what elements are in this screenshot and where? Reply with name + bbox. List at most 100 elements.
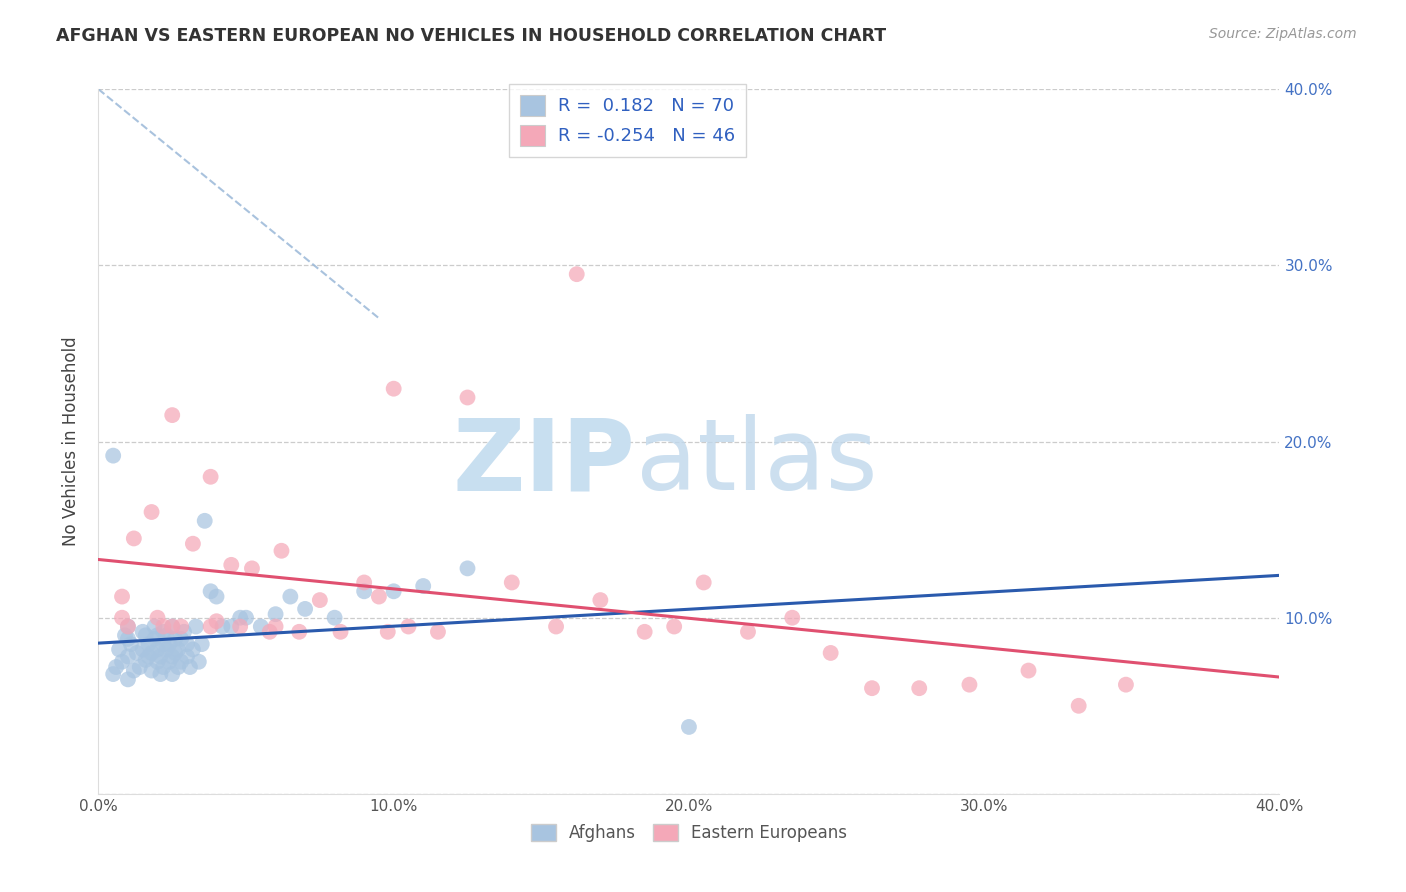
Text: ZIP: ZIP bbox=[453, 414, 636, 511]
Point bbox=[221, 558, 243, 572]
Point bbox=[693, 575, 716, 590]
Point bbox=[329, 624, 352, 639]
Point bbox=[146, 610, 169, 624]
Point bbox=[288, 624, 311, 639]
Point bbox=[135, 653, 157, 667]
Point bbox=[143, 632, 166, 646]
Point bbox=[229, 610, 252, 624]
Point bbox=[117, 632, 139, 646]
Point bbox=[125, 646, 148, 660]
Text: AFGHAN VS EASTERN EUROPEAN NO VEHICLES IN HOUSEHOLD CORRELATION CHART: AFGHAN VS EASTERN EUROPEAN NO VEHICLES I… bbox=[56, 27, 886, 45]
Point bbox=[141, 646, 163, 660]
Point bbox=[155, 628, 177, 642]
Point bbox=[157, 655, 180, 669]
Point bbox=[152, 624, 174, 639]
Point bbox=[179, 660, 201, 674]
Point bbox=[184, 619, 207, 633]
Point bbox=[152, 637, 174, 651]
Point bbox=[191, 637, 214, 651]
Point bbox=[132, 642, 155, 657]
Point bbox=[170, 632, 193, 646]
Point bbox=[162, 667, 183, 681]
Point bbox=[194, 514, 217, 528]
Point bbox=[117, 619, 139, 633]
Point bbox=[152, 660, 174, 674]
Point bbox=[264, 619, 287, 633]
Point bbox=[270, 543, 292, 558]
Point bbox=[146, 628, 169, 642]
Point bbox=[200, 584, 222, 599]
Point bbox=[181, 537, 204, 551]
Point bbox=[181, 642, 204, 657]
Point bbox=[162, 649, 183, 664]
Point bbox=[138, 649, 160, 664]
Point bbox=[187, 655, 209, 669]
Point bbox=[398, 619, 420, 633]
Point bbox=[141, 505, 163, 519]
Point bbox=[908, 681, 931, 696]
Point bbox=[678, 720, 700, 734]
Point bbox=[165, 632, 187, 646]
Point bbox=[221, 619, 243, 633]
Point bbox=[323, 610, 346, 624]
Point bbox=[501, 575, 523, 590]
Point bbox=[412, 579, 434, 593]
Point bbox=[229, 619, 252, 633]
Point bbox=[122, 532, 145, 546]
Point bbox=[132, 624, 155, 639]
Point bbox=[294, 602, 316, 616]
Point bbox=[141, 664, 163, 678]
Point bbox=[353, 575, 375, 590]
Point bbox=[128, 660, 150, 674]
Point bbox=[138, 637, 160, 651]
Point bbox=[117, 619, 139, 633]
Point bbox=[200, 469, 222, 483]
Point bbox=[135, 628, 157, 642]
Point bbox=[162, 619, 183, 633]
Point bbox=[368, 590, 391, 604]
Point bbox=[205, 614, 228, 628]
Point bbox=[1018, 664, 1040, 678]
Text: atlas: atlas bbox=[636, 414, 877, 511]
Point bbox=[235, 610, 257, 624]
Point bbox=[565, 267, 588, 281]
Legend: Afghans, Eastern Europeans: Afghans, Eastern Europeans bbox=[524, 817, 853, 849]
Point bbox=[111, 590, 134, 604]
Point bbox=[157, 637, 180, 651]
Point bbox=[167, 642, 190, 657]
Point bbox=[162, 619, 183, 633]
Point bbox=[546, 619, 568, 633]
Point bbox=[149, 649, 172, 664]
Point bbox=[111, 655, 134, 669]
Point bbox=[122, 664, 145, 678]
Point bbox=[959, 678, 981, 692]
Point bbox=[382, 584, 405, 599]
Text: Source: ZipAtlas.com: Source: ZipAtlas.com bbox=[1209, 27, 1357, 41]
Point bbox=[860, 681, 883, 696]
Point bbox=[146, 642, 169, 657]
Point bbox=[589, 593, 612, 607]
Point bbox=[170, 655, 193, 669]
Point bbox=[108, 642, 131, 657]
Point bbox=[427, 624, 450, 639]
Point bbox=[114, 628, 136, 642]
Point bbox=[170, 619, 193, 633]
Point bbox=[634, 624, 657, 639]
Point bbox=[105, 660, 128, 674]
Point bbox=[1067, 698, 1090, 713]
Point bbox=[211, 619, 233, 633]
Point bbox=[146, 655, 169, 669]
Point bbox=[309, 593, 332, 607]
Point bbox=[167, 660, 190, 674]
Point bbox=[782, 610, 804, 624]
Point bbox=[737, 624, 759, 639]
Point bbox=[103, 667, 125, 681]
Point bbox=[259, 624, 281, 639]
Point bbox=[353, 584, 375, 599]
Point bbox=[149, 667, 172, 681]
Point bbox=[264, 607, 287, 622]
Point bbox=[165, 646, 187, 660]
Point bbox=[162, 408, 183, 422]
Point bbox=[200, 619, 222, 633]
Point bbox=[176, 649, 198, 664]
